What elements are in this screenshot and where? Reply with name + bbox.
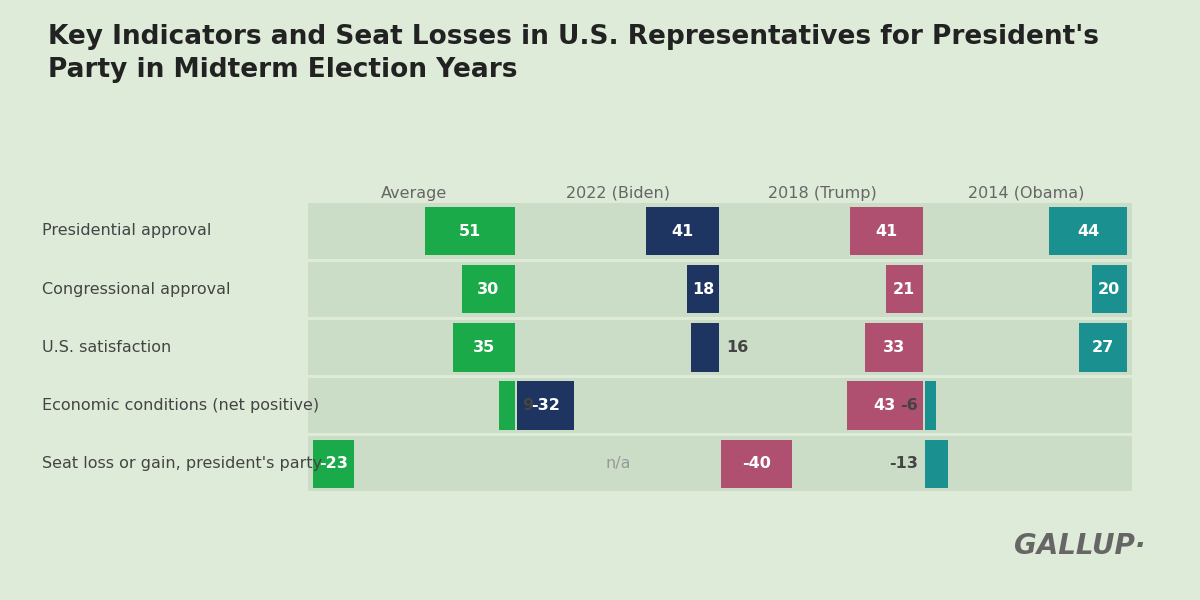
Text: Seat loss or gain, president's party: Seat loss or gain, president's party [42,456,322,472]
Text: 51: 51 [458,223,481,238]
Text: 2022 (Biden): 2022 (Biden) [566,186,670,201]
Text: Economic conditions (net positive): Economic conditions (net positive) [42,398,319,413]
Text: 9: 9 [522,398,533,413]
Text: 18: 18 [691,281,714,296]
Text: Presidential approval: Presidential approval [42,223,211,238]
Text: 16: 16 [726,340,749,355]
Text: GALLUP·: GALLUP· [1014,532,1146,560]
Text: 20: 20 [1098,281,1121,296]
Text: 2014 (Obama): 2014 (Obama) [968,186,1084,201]
Text: Congressional approval: Congressional approval [42,281,230,296]
Text: -6: -6 [900,398,918,413]
Text: Key Indicators and Seat Losses in U.S. Representatives for President's
Party in : Key Indicators and Seat Losses in U.S. R… [48,24,1099,83]
Text: -23: -23 [319,456,348,472]
Text: 41: 41 [876,223,898,238]
Text: -32: -32 [530,398,560,413]
Text: 43: 43 [874,398,896,413]
Text: 27: 27 [1092,340,1114,355]
Text: -13: -13 [889,456,918,472]
Text: 35: 35 [473,340,496,355]
Text: n/a: n/a [605,456,631,472]
Text: 41: 41 [672,223,694,238]
Text: 30: 30 [478,281,499,296]
Text: -40: -40 [742,456,770,472]
Text: 2018 (Trump): 2018 (Trump) [768,186,876,201]
Text: 44: 44 [1076,223,1099,238]
Text: U.S. satisfaction: U.S. satisfaction [42,340,172,355]
Text: Average: Average [380,186,448,201]
Text: 21: 21 [893,281,916,296]
Text: 33: 33 [882,340,905,355]
